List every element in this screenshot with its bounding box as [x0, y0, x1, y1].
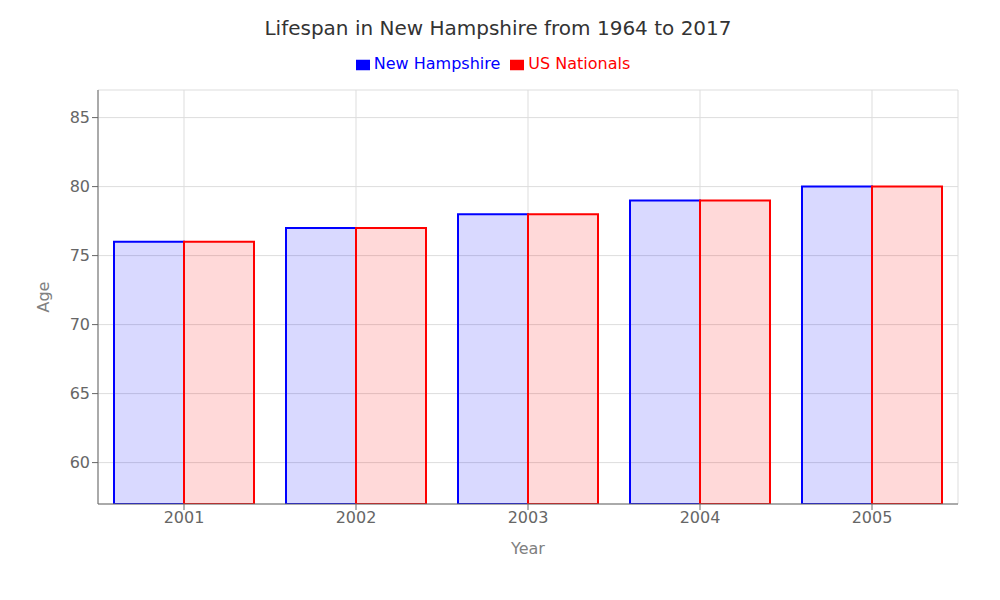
svg-text:2003: 2003 [508, 508, 549, 527]
svg-text:2001: 2001 [164, 508, 205, 527]
html-text:US Nationals: US Nationals [528, 54, 631, 73]
svg-text:60: 60 [70, 453, 90, 472]
svg-text:Age: Age [34, 282, 53, 313]
svg-text:65: 65 [70, 384, 90, 403]
html-text:New Hampshire: New Hampshire [373, 54, 501, 73]
svg-text:80: 80 [70, 177, 90, 196]
svg-text:Year: Year [510, 539, 545, 558]
svg-text:85: 85 [70, 108, 90, 127]
html-text:Lifespan in New Hampshire from: Lifespan in New Hampshire from 1964 to 2… [264, 16, 732, 40]
svg-text:2002: 2002 [336, 508, 377, 527]
svg-text:70: 70 [70, 315, 90, 334]
svg-text:75: 75 [70, 246, 90, 265]
svg-text:2005: 2005 [852, 508, 893, 527]
svg-text:2004: 2004 [680, 508, 721, 527]
